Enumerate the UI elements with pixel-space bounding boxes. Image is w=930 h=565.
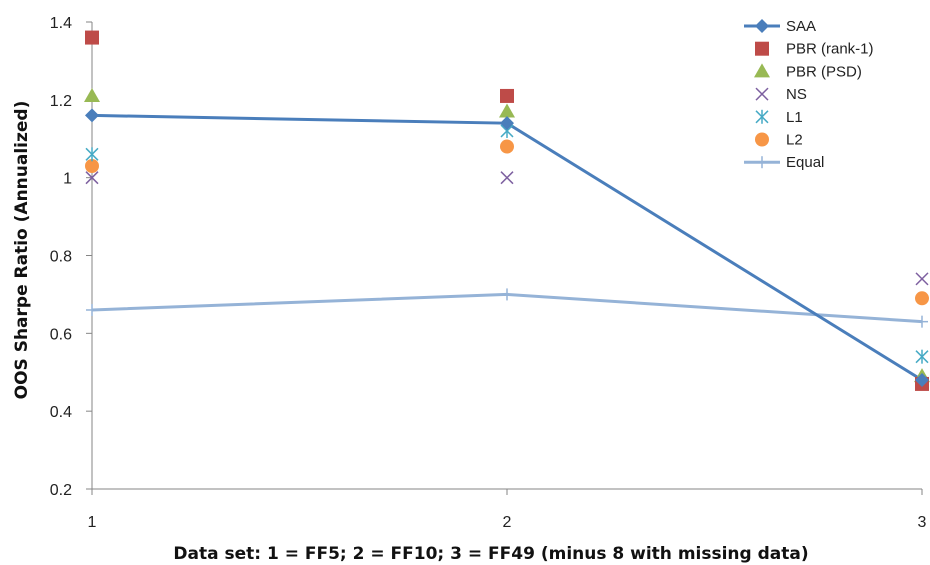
legend-label: L2 bbox=[786, 132, 803, 149]
data-point-ns bbox=[915, 272, 929, 286]
legend: SAA PBR (rank-1) PBR (PSD) NS L1 L2 Equal bbox=[744, 18, 874, 171]
legend-marker bbox=[755, 41, 769, 56]
legend-item-pbr-psd: PBR (PSD) bbox=[754, 63, 862, 80]
legend-label: PBR (PSD) bbox=[786, 63, 862, 80]
legend-marker bbox=[755, 19, 769, 33]
data-point-pbr-psd bbox=[499, 103, 515, 118]
legend-item-pbr-rank-1: PBR (rank-1) bbox=[755, 41, 874, 58]
legend-marker bbox=[755, 87, 769, 101]
x-axis-title: Data set: 1 = FF5; 2 = FF10; 3 = FF49 (m… bbox=[173, 544, 808, 564]
data-point-saa bbox=[85, 108, 99, 123]
data-point-pbr-psd bbox=[84, 87, 100, 102]
data-point-ns bbox=[500, 171, 514, 185]
y-tick-label: 0.4 bbox=[50, 404, 72, 421]
y-tick-label: 0.6 bbox=[50, 326, 72, 343]
data-point-equal bbox=[916, 315, 928, 328]
legend-marker bbox=[756, 156, 768, 169]
data-point-l2 bbox=[915, 291, 929, 306]
legend-item-l2: L2 bbox=[755, 132, 803, 149]
legend-item-saa: SAA bbox=[744, 18, 816, 35]
y-tick-label: 1.2 bbox=[50, 93, 72, 110]
data-point-saa bbox=[500, 116, 514, 131]
legend-marker bbox=[754, 63, 770, 78]
data-point-ns bbox=[85, 171, 99, 185]
legend-item-equal: Equal bbox=[744, 154, 824, 171]
legend-item-l1: L1 bbox=[755, 109, 803, 126]
data-point-pbr-rank-1 bbox=[85, 30, 99, 45]
y-tick-label: 1.4 bbox=[50, 15, 72, 32]
y-tick-label: 1 bbox=[63, 171, 72, 188]
legend-label: NS bbox=[786, 86, 807, 103]
series-layer bbox=[84, 30, 930, 391]
legend-label: SAA bbox=[786, 18, 816, 35]
data-point-l2 bbox=[500, 139, 514, 154]
data-point-equal bbox=[501, 288, 513, 301]
legend-label: Equal bbox=[786, 154, 824, 171]
y-axis-title: OOS Sharpe Ratio (Annualized) bbox=[12, 101, 32, 400]
y-tick-label: 0.8 bbox=[50, 249, 72, 266]
data-point-l2 bbox=[85, 158, 99, 173]
data-point-pbr-rank-1 bbox=[500, 88, 514, 103]
x-tick-label: 3 bbox=[918, 514, 927, 531]
data-point-saa bbox=[915, 373, 929, 388]
legend-label: PBR (rank-1) bbox=[786, 41, 874, 58]
y-tick-label: 0.2 bbox=[50, 482, 72, 499]
x-tick-label: 2 bbox=[503, 514, 512, 531]
x-tick-label: 1 bbox=[88, 514, 97, 531]
data-point-l1 bbox=[915, 349, 929, 364]
axes: 0.2 0.4 0.6 0.8 1 1.2 1.4 1 2 3 bbox=[50, 15, 927, 531]
data-point-equal bbox=[86, 303, 98, 316]
data-point-l1 bbox=[85, 147, 99, 162]
legend-marker bbox=[755, 109, 769, 124]
legend-label: L1 bbox=[786, 109, 803, 126]
legend-marker bbox=[755, 132, 769, 147]
legend-item-ns: NS bbox=[755, 86, 807, 103]
